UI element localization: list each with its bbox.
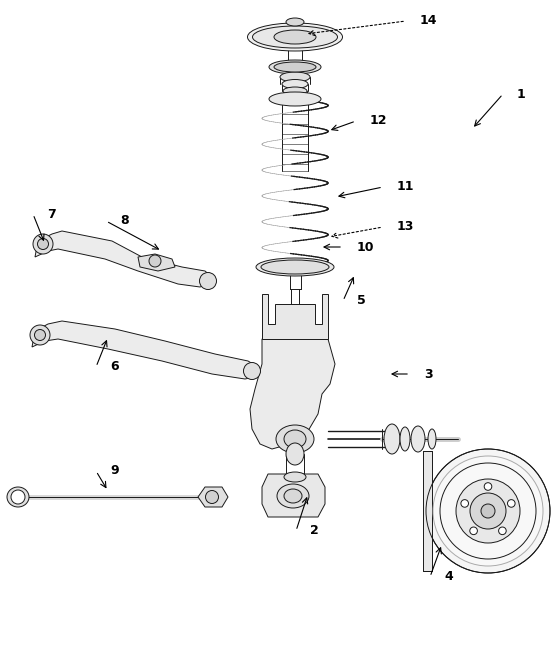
Ellipse shape [274,62,316,72]
Text: 6: 6 [110,360,118,374]
Ellipse shape [284,472,306,482]
Text: 1: 1 [517,88,526,101]
Ellipse shape [274,30,316,44]
Text: 13: 13 [397,221,414,234]
Circle shape [481,504,495,518]
Polygon shape [138,254,175,271]
Ellipse shape [256,258,334,276]
Ellipse shape [269,92,321,106]
Circle shape [470,527,478,535]
Circle shape [508,500,515,508]
Text: 4: 4 [444,570,453,583]
Circle shape [149,255,161,267]
Ellipse shape [282,79,308,88]
Polygon shape [250,339,335,449]
Polygon shape [32,321,258,379]
Text: 5: 5 [357,295,366,308]
FancyBboxPatch shape [423,451,432,571]
Ellipse shape [280,72,310,82]
Circle shape [470,493,506,529]
Circle shape [433,456,543,566]
Polygon shape [198,487,228,507]
Ellipse shape [276,425,314,453]
Ellipse shape [247,23,342,51]
Circle shape [244,363,261,380]
Ellipse shape [428,429,436,449]
Circle shape [484,483,492,490]
Ellipse shape [286,18,304,26]
Circle shape [200,273,216,289]
Circle shape [30,325,50,345]
Circle shape [206,491,219,504]
Ellipse shape [7,487,29,507]
Circle shape [456,479,520,543]
Ellipse shape [283,87,307,95]
Circle shape [34,330,46,341]
Text: 7: 7 [47,208,56,221]
Text: 12: 12 [370,114,388,127]
Ellipse shape [400,427,410,451]
Ellipse shape [284,430,306,448]
Circle shape [37,238,48,249]
Circle shape [426,449,550,573]
Polygon shape [262,294,328,339]
Text: 10: 10 [357,241,375,254]
Circle shape [11,490,25,504]
Ellipse shape [261,260,329,274]
Text: 11: 11 [397,180,415,193]
Circle shape [461,500,469,508]
Text: 9: 9 [110,465,118,478]
Polygon shape [262,474,325,517]
Text: 2: 2 [310,524,319,537]
Text: 14: 14 [420,14,438,27]
Text: 3: 3 [424,367,433,380]
Ellipse shape [284,489,302,503]
Circle shape [33,234,53,254]
Ellipse shape [269,60,321,74]
Ellipse shape [277,484,309,508]
Ellipse shape [252,26,337,48]
Ellipse shape [411,426,425,452]
Circle shape [499,527,506,535]
Ellipse shape [384,424,400,454]
Ellipse shape [286,443,304,465]
Polygon shape [35,231,212,287]
Text: 8: 8 [120,215,128,228]
